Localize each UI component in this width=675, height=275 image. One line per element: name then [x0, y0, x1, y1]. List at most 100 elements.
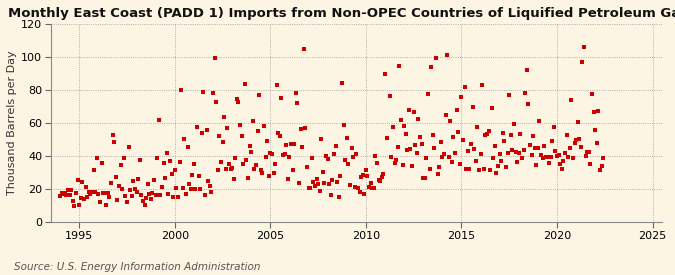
Point	[208, 91, 219, 96]
Point	[263, 174, 274, 179]
Point	[479, 166, 489, 171]
Point	[426, 65, 437, 69]
Point	[98, 191, 109, 196]
Point	[561, 133, 572, 137]
Point	[95, 200, 105, 204]
Point	[427, 133, 438, 137]
Point	[574, 137, 585, 142]
Point	[233, 100, 244, 104]
Point	[152, 156, 163, 160]
Point	[206, 190, 217, 194]
Point	[356, 175, 367, 180]
Point	[96, 161, 107, 166]
Point	[394, 64, 405, 68]
Point	[151, 193, 161, 198]
Point	[568, 156, 578, 161]
Point	[392, 145, 403, 150]
Point	[126, 194, 137, 198]
Point	[103, 191, 113, 195]
Point	[563, 155, 574, 159]
Point	[413, 117, 424, 121]
Point	[302, 164, 313, 169]
Point	[222, 126, 233, 131]
Point	[120, 194, 131, 198]
Point	[419, 175, 430, 180]
Point	[220, 167, 231, 171]
Point	[279, 152, 290, 156]
Point	[82, 194, 92, 199]
Point	[275, 133, 286, 138]
Point	[211, 100, 221, 104]
Point	[174, 160, 185, 164]
Point	[550, 149, 561, 153]
Point	[396, 117, 406, 122]
Point	[169, 168, 180, 172]
Point	[209, 55, 220, 60]
Point	[142, 181, 153, 186]
Point	[404, 108, 414, 113]
Point	[453, 130, 464, 135]
Point	[122, 200, 132, 204]
Point	[537, 156, 548, 160]
Point	[317, 170, 328, 175]
Point	[78, 197, 89, 201]
Point	[359, 192, 370, 196]
Point	[529, 146, 540, 150]
Point	[421, 156, 432, 161]
Point	[489, 144, 500, 148]
Point	[158, 161, 169, 165]
Point	[454, 162, 465, 167]
Point	[184, 182, 194, 186]
Point	[450, 151, 460, 155]
Point	[225, 166, 236, 171]
Point	[437, 155, 448, 160]
Point	[134, 158, 145, 163]
Point	[99, 191, 110, 195]
Point	[564, 146, 575, 150]
Point	[337, 81, 348, 85]
Point	[531, 163, 542, 167]
Point	[238, 162, 248, 166]
Point	[520, 91, 531, 95]
Point	[466, 141, 477, 146]
Point	[534, 118, 545, 123]
Point	[378, 172, 389, 176]
Point	[313, 182, 323, 186]
Point	[397, 163, 408, 167]
Point	[289, 142, 300, 146]
Point	[324, 182, 335, 186]
Point	[431, 56, 441, 60]
Point	[330, 144, 341, 148]
Point	[351, 152, 362, 156]
Point	[273, 131, 284, 135]
Point	[448, 134, 459, 139]
Point	[528, 134, 539, 138]
Point	[570, 138, 581, 143]
Point	[244, 144, 255, 148]
Point	[333, 194, 344, 199]
Point	[496, 159, 507, 163]
Point	[166, 171, 177, 176]
Point	[144, 192, 155, 196]
Point	[367, 185, 377, 190]
Point	[357, 173, 368, 177]
Point	[379, 72, 390, 76]
Point	[452, 108, 462, 112]
Point	[572, 120, 583, 125]
Point	[91, 156, 102, 160]
Point	[252, 128, 263, 133]
Point	[391, 158, 402, 162]
Point	[377, 175, 387, 179]
Point	[104, 195, 115, 199]
Point	[232, 97, 242, 101]
Point	[560, 150, 570, 155]
Point	[107, 133, 118, 137]
Point	[408, 110, 419, 114]
Point	[488, 156, 499, 160]
Title: Monthly East Coast (PADD 1) Imports from Non-OPEC Countries of Liquified Petrole: Monthly East Coast (PADD 1) Imports from…	[8, 7, 675, 20]
Point	[176, 88, 186, 93]
Point	[257, 171, 268, 175]
Point	[240, 82, 250, 86]
Point	[117, 186, 128, 191]
Point	[179, 136, 190, 141]
